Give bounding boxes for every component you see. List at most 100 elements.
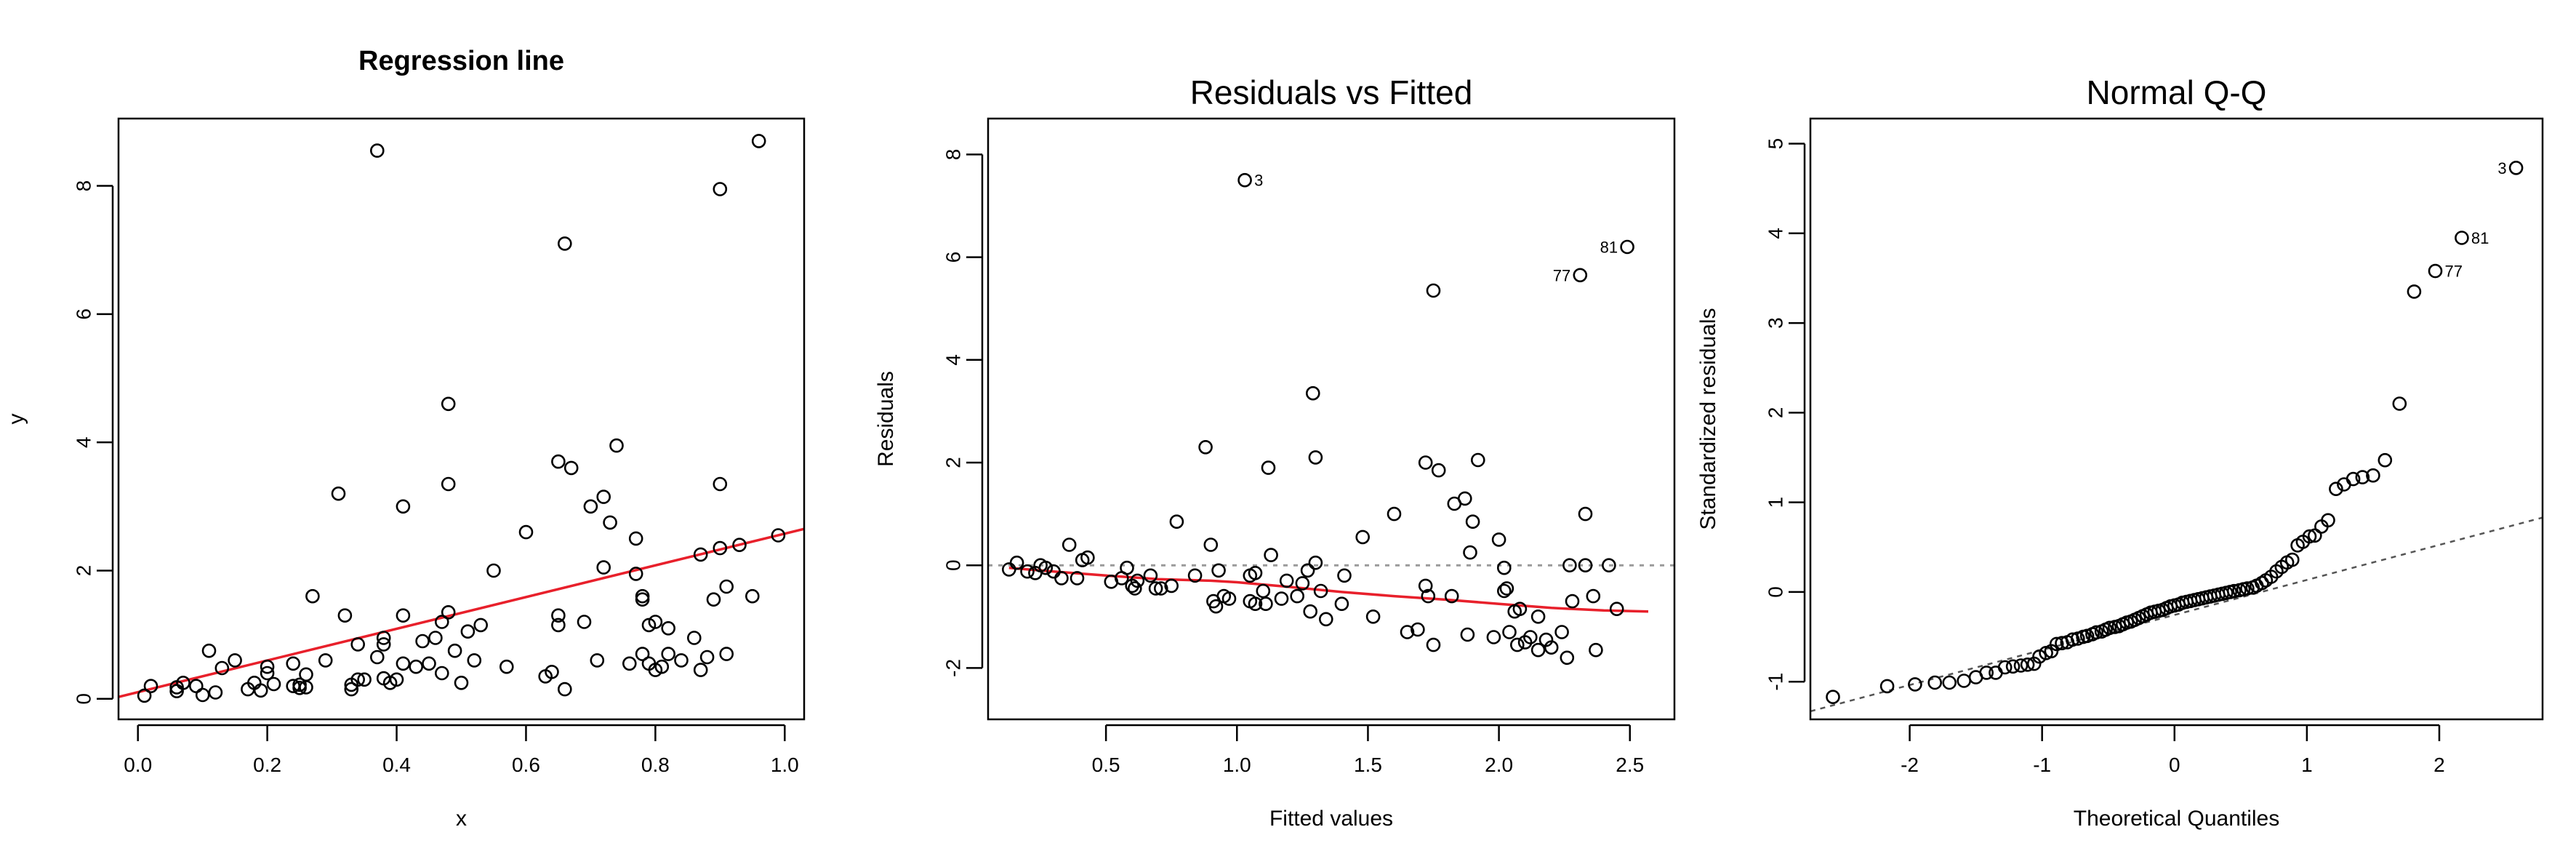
qq-y-tick-label: 3 [1765,317,1787,329]
residuals-point [1411,622,1425,637]
regression-point [732,538,747,553]
regression-y-tick-label: 2 [73,565,95,577]
qq-y-axis-label: Standardized residuals [1696,308,1720,530]
qq-y-tick-label: -1 [1765,673,1787,691]
residuals-point [1248,565,1263,580]
regression-point [188,679,204,694]
residuals-point [1586,588,1601,604]
regression-point [563,460,579,476]
qq-point [2508,161,2524,175]
qq-point [1942,675,1957,690]
regression-y-tick-label: 6 [73,308,95,320]
regression-point [622,656,637,671]
regression-point [350,672,366,687]
residuals-point [1221,591,1237,606]
residuals-point [1198,439,1213,455]
residuals-point [1308,450,1323,465]
regression-point [389,672,404,687]
residuals-y-tick-label: 6 [942,252,965,263]
residuals-point [1120,560,1134,575]
regression-point [596,490,611,504]
residuals-point [1497,583,1512,599]
residuals-point-label: 81 [1600,238,1618,256]
regression-x-tick-label: 0.6 [512,754,540,776]
qq-point [2428,263,2443,279]
residuals-x-tick-label: 2.5 [1616,754,1644,776]
residuals-point [1080,550,1095,565]
regression-point [286,656,301,671]
qq-point-label: 81 [2471,229,2489,247]
residuals-point [1497,560,1512,575]
qq-point [2366,468,2380,483]
qq-plot-frame [1809,117,2544,721]
residuals-point [1261,460,1276,475]
qq-point [2355,470,2370,484]
qq-point [2065,632,2080,647]
residuals-y-tick-label: -2 [942,659,965,677]
qq-point [2455,231,2469,245]
regression-point [654,659,670,674]
regression-title: Regression line [358,46,564,76]
regression-point [357,672,372,687]
regression-point [551,454,566,469]
regression-point [674,653,689,668]
residuals-point [1560,650,1575,666]
residuals-point [1154,581,1168,596]
residuals-title: Residuals vs Fitted [1190,73,1473,111]
regression-point [557,236,572,251]
regression-point [661,647,676,661]
qq-x-tick-label: -2 [1901,754,1919,776]
residuals-point-label: 77 [1553,266,1570,284]
qq-point [1997,660,2013,675]
regression-point [350,637,366,652]
regression-point [583,499,598,514]
regression-point [376,631,391,645]
regression-point [299,667,313,682]
regression-point [137,688,152,703]
residuals-x-tick-label: 0.5 [1092,754,1120,776]
qq-x-tick-label: -1 [2033,754,2051,776]
regression-x-tick-label: 0.4 [382,754,411,776]
qq-reference-line [1810,516,2543,713]
regression-panel: Regression line x y 0.0 0.2 0.4 0.6 0.8 1.0 0 2… [4,46,806,831]
residuals-point [1187,568,1203,583]
regression-point [713,476,728,492]
qq-point [2089,625,2104,640]
qq-point [1957,674,1971,688]
residuals-point [1426,283,1441,298]
residuals-y-axis-label: Residuals [874,371,898,467]
regression-point [441,476,456,492]
regression-point [661,620,676,636]
regression-point [486,563,501,578]
residuals-point [1009,555,1024,570]
residuals-point [1300,563,1315,578]
regression-point [318,653,333,668]
qq-point [2308,528,2322,543]
qq-point [2102,620,2117,636]
residuals-point [1530,609,1546,624]
residuals-y-tick-label: 0 [942,559,965,571]
residuals-point [1290,588,1304,604]
residuals-point [1148,581,1163,596]
residuals-point [1038,560,1054,575]
regression-point [635,647,650,661]
regression-point [577,615,592,629]
regression-point [635,588,650,604]
qq-point [2285,552,2300,567]
qq-point [2005,659,2021,674]
regression-point [473,618,489,633]
qq-title: Normal Q-Q [2087,73,2267,111]
regression-point [331,486,346,501]
regression-point [706,592,721,607]
regression-point [551,618,566,633]
regression-point [260,659,275,674]
residuals-x-tick-label: 2.0 [1485,754,1513,776]
regression-point [628,567,643,581]
residuals-point [1355,530,1370,545]
qq-point [2049,636,2064,652]
qq-point [2346,471,2361,487]
regression-point [214,660,230,676]
residuals-point [1164,578,1179,594]
regression-point [699,650,715,665]
